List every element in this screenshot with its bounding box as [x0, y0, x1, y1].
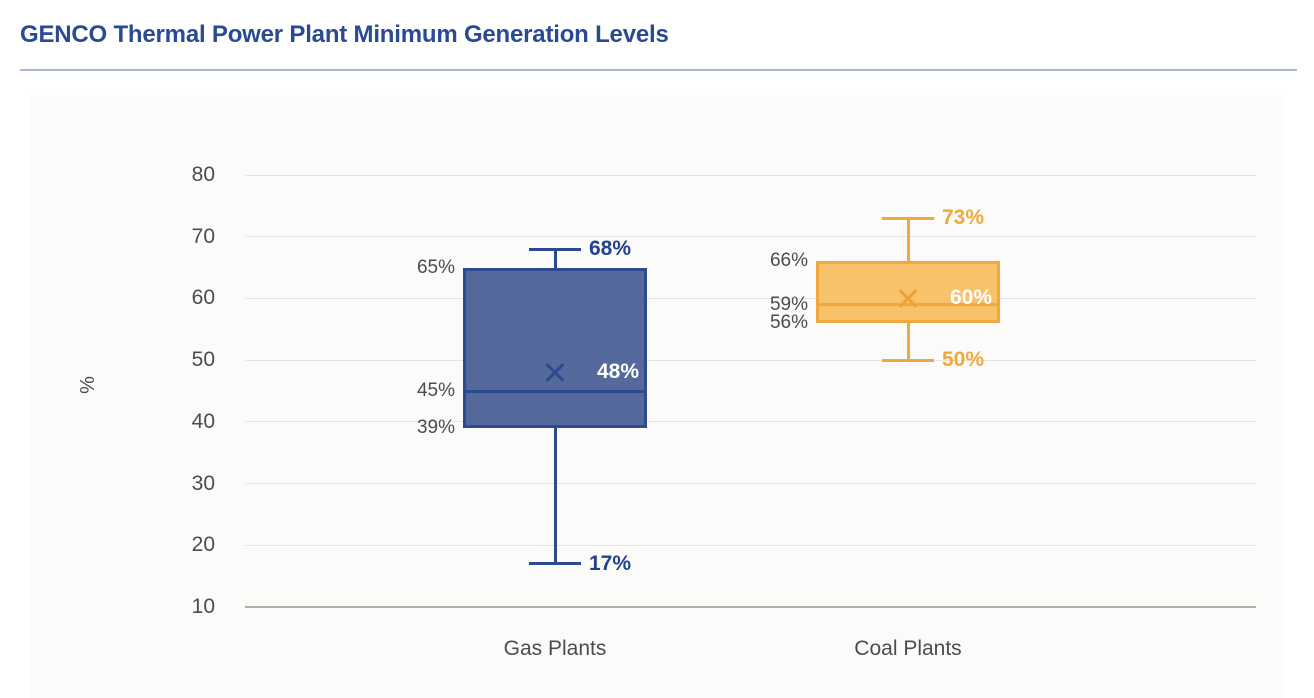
label-q3-gas-plants: 65%: [416, 256, 455, 278]
median-line-coal-plants: [818, 303, 998, 307]
label-mean-coal-plants: 60%: [949, 286, 992, 310]
category-label-coal-plants: Coal Plants: [854, 637, 962, 660]
gridline: [245, 174, 1256, 176]
y-tick-label: 70: [191, 224, 215, 248]
whisker-stem-bottom-gas-plants: [553, 426, 557, 564]
gridline: [245, 359, 1256, 361]
whisker-cap-max-gas-plants: [529, 247, 581, 251]
gridline: [245, 297, 1256, 299]
y-tick-label: 80: [191, 163, 215, 186]
box-coal-plants: [816, 261, 1000, 324]
label-q1-gas-plants: 39%: [416, 417, 455, 439]
whisker-cap-max-coal-plants: [882, 216, 934, 220]
category-label-gas-plants: Gas Plants: [503, 637, 607, 660]
y-tick-label: 50: [191, 348, 215, 372]
label-max-gas-plants: 68%: [589, 237, 632, 261]
y-axis-title: %: [77, 376, 99, 394]
box-gas-plants: [463, 267, 647, 429]
gridline: [245, 483, 1256, 485]
whisker-cap-min-coal-plants: [882, 358, 934, 362]
label-max-coal-plants: 73%: [942, 206, 985, 230]
label-min-coal-plants: 50%: [942, 348, 985, 372]
gridline: [245, 544, 1256, 546]
whisker-stem-bottom-coal-plants: [906, 321, 910, 361]
page-title: GENCO Thermal Power Plant Minimum Genera…: [20, 21, 669, 48]
x-axis-line: [245, 606, 1256, 608]
y-tick-label: 40: [191, 409, 215, 433]
label-q3-coal-plants: 66%: [769, 250, 808, 272]
y-tick-label: 20: [191, 533, 215, 557]
label-median-gas-plants: 45%: [416, 380, 455, 401]
y-tick-label: 30: [191, 471, 215, 495]
whisker-cap-min-gas-plants: [529, 562, 581, 566]
median-line-gas-plants: [465, 389, 645, 393]
y-tick-label: 60: [191, 286, 215, 310]
gridline: [245, 236, 1256, 238]
chart-panel: [30, 95, 1284, 698]
whisker-stem-top-coal-plants: [906, 218, 910, 264]
y-tick-label: 10: [191, 595, 215, 618]
label-min-gas-plants: 17%: [589, 551, 632, 575]
whisker-stem-top-gas-plants: [553, 249, 557, 270]
gridline: [245, 421, 1256, 423]
label-q1-coal-plants: 56%: [769, 312, 808, 334]
title-separator: [20, 69, 1297, 71]
label-mean-gas-plants: 48%: [596, 360, 639, 384]
label-median-coal-plants: 59%: [769, 293, 808, 315]
